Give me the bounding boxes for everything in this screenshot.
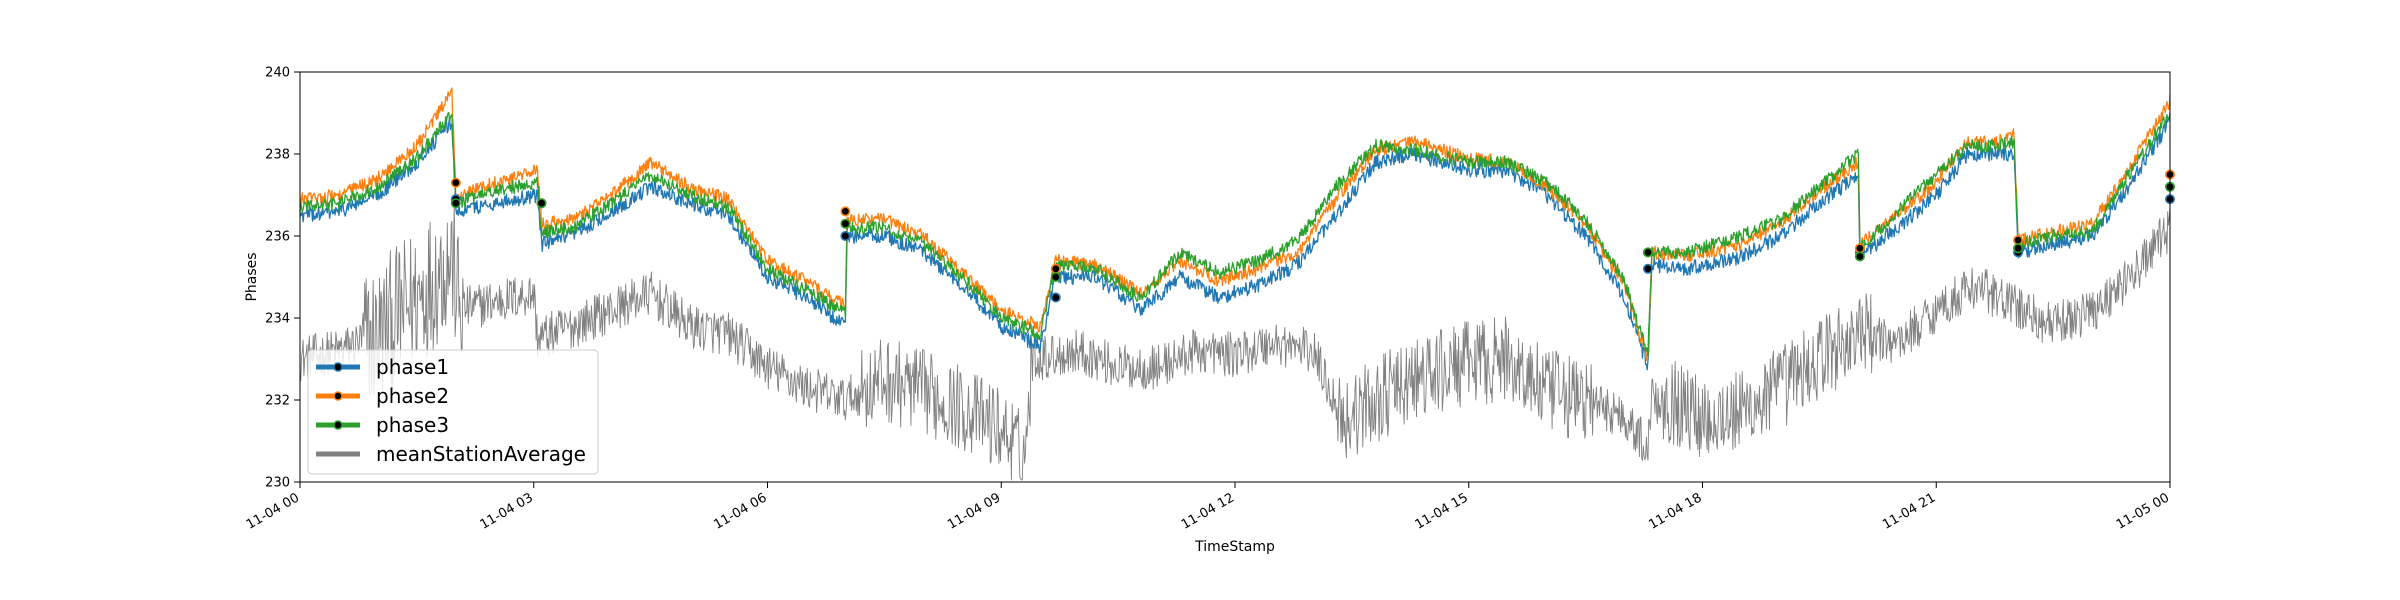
y-tick-label: 238: [265, 148, 290, 163]
marker-phase3-1: [536, 198, 547, 209]
series-line-phase3: [299, 111, 2171, 357]
y-axis: 230 232 234 236 238 240: [265, 66, 300, 491]
y-tick-label: 240: [265, 66, 290, 81]
marker-phase2-3: [1050, 263, 1061, 274]
legend-label-mean-station-average: meanStationAverage: [376, 442, 586, 466]
legend-marker-phase1: [333, 362, 343, 372]
y-axis-title: Phases: [244, 252, 260, 301]
legend-marker-phase2: [333, 391, 343, 401]
series-line-mean-station-average: [300, 201, 2171, 481]
x-tick-label: 11-04 12: [1179, 490, 1237, 532]
x-tick-label: 11-04 09: [945, 490, 1003, 532]
marker-phase1-2: [840, 231, 851, 242]
marker-phase2-0: [450, 177, 461, 188]
x-tick-label: 11-04 03: [478, 490, 536, 532]
marker-phase3-0: [450, 198, 461, 209]
x-tick-label: 11-04 21: [1880, 490, 1938, 532]
y-tick-label: 236: [265, 230, 290, 245]
marker-phase3-5: [1854, 251, 1865, 262]
plot-markers-layer: [450, 169, 2176, 303]
x-tick-label: 11-05 00: [2114, 490, 2172, 532]
legend-label-phase2: phase2: [376, 384, 449, 408]
marker-phase1-4: [1642, 263, 1653, 274]
x-axis-title: TimeStamp: [1194, 539, 1275, 555]
marker-phase3-3: [1050, 271, 1061, 282]
x-tick-label: 11-04 18: [1646, 490, 1704, 532]
legend-marker-phase3: [333, 420, 343, 430]
marker-phase3-2: [840, 218, 851, 229]
legend: phase1 phase2 phase3 meanStationAverage: [307, 349, 599, 475]
legend-label-phase3: phase3: [376, 413, 449, 437]
marker-phase2-6: [2013, 235, 2024, 246]
marker-phase2-2: [840, 206, 851, 217]
legend-label-phase1: phase1: [376, 355, 449, 379]
marker-phase2-5: [1854, 243, 1865, 254]
x-axis: 11-04 00 11-04 03 11-04 06 11-04 09 11-04 12…: [244, 482, 2172, 533]
x-tick-label: 11-04 15: [1413, 490, 1471, 532]
x-tick-label: 11-04 00: [244, 490, 302, 532]
x-tick-label: 11-04 06: [711, 490, 769, 532]
plot-series-layer: [299, 87, 2171, 481]
y-tick-label: 230: [265, 476, 290, 491]
y-tick-label: 232: [265, 394, 290, 409]
y-tick-label: 234: [265, 312, 290, 327]
series-line-phase1: [299, 116, 2171, 371]
marker-phase1-3: [1050, 292, 1061, 303]
marker-phase3-4: [1642, 247, 1653, 258]
marker-phase3-6: [2013, 243, 2024, 254]
legend-box: [307, 349, 599, 475]
